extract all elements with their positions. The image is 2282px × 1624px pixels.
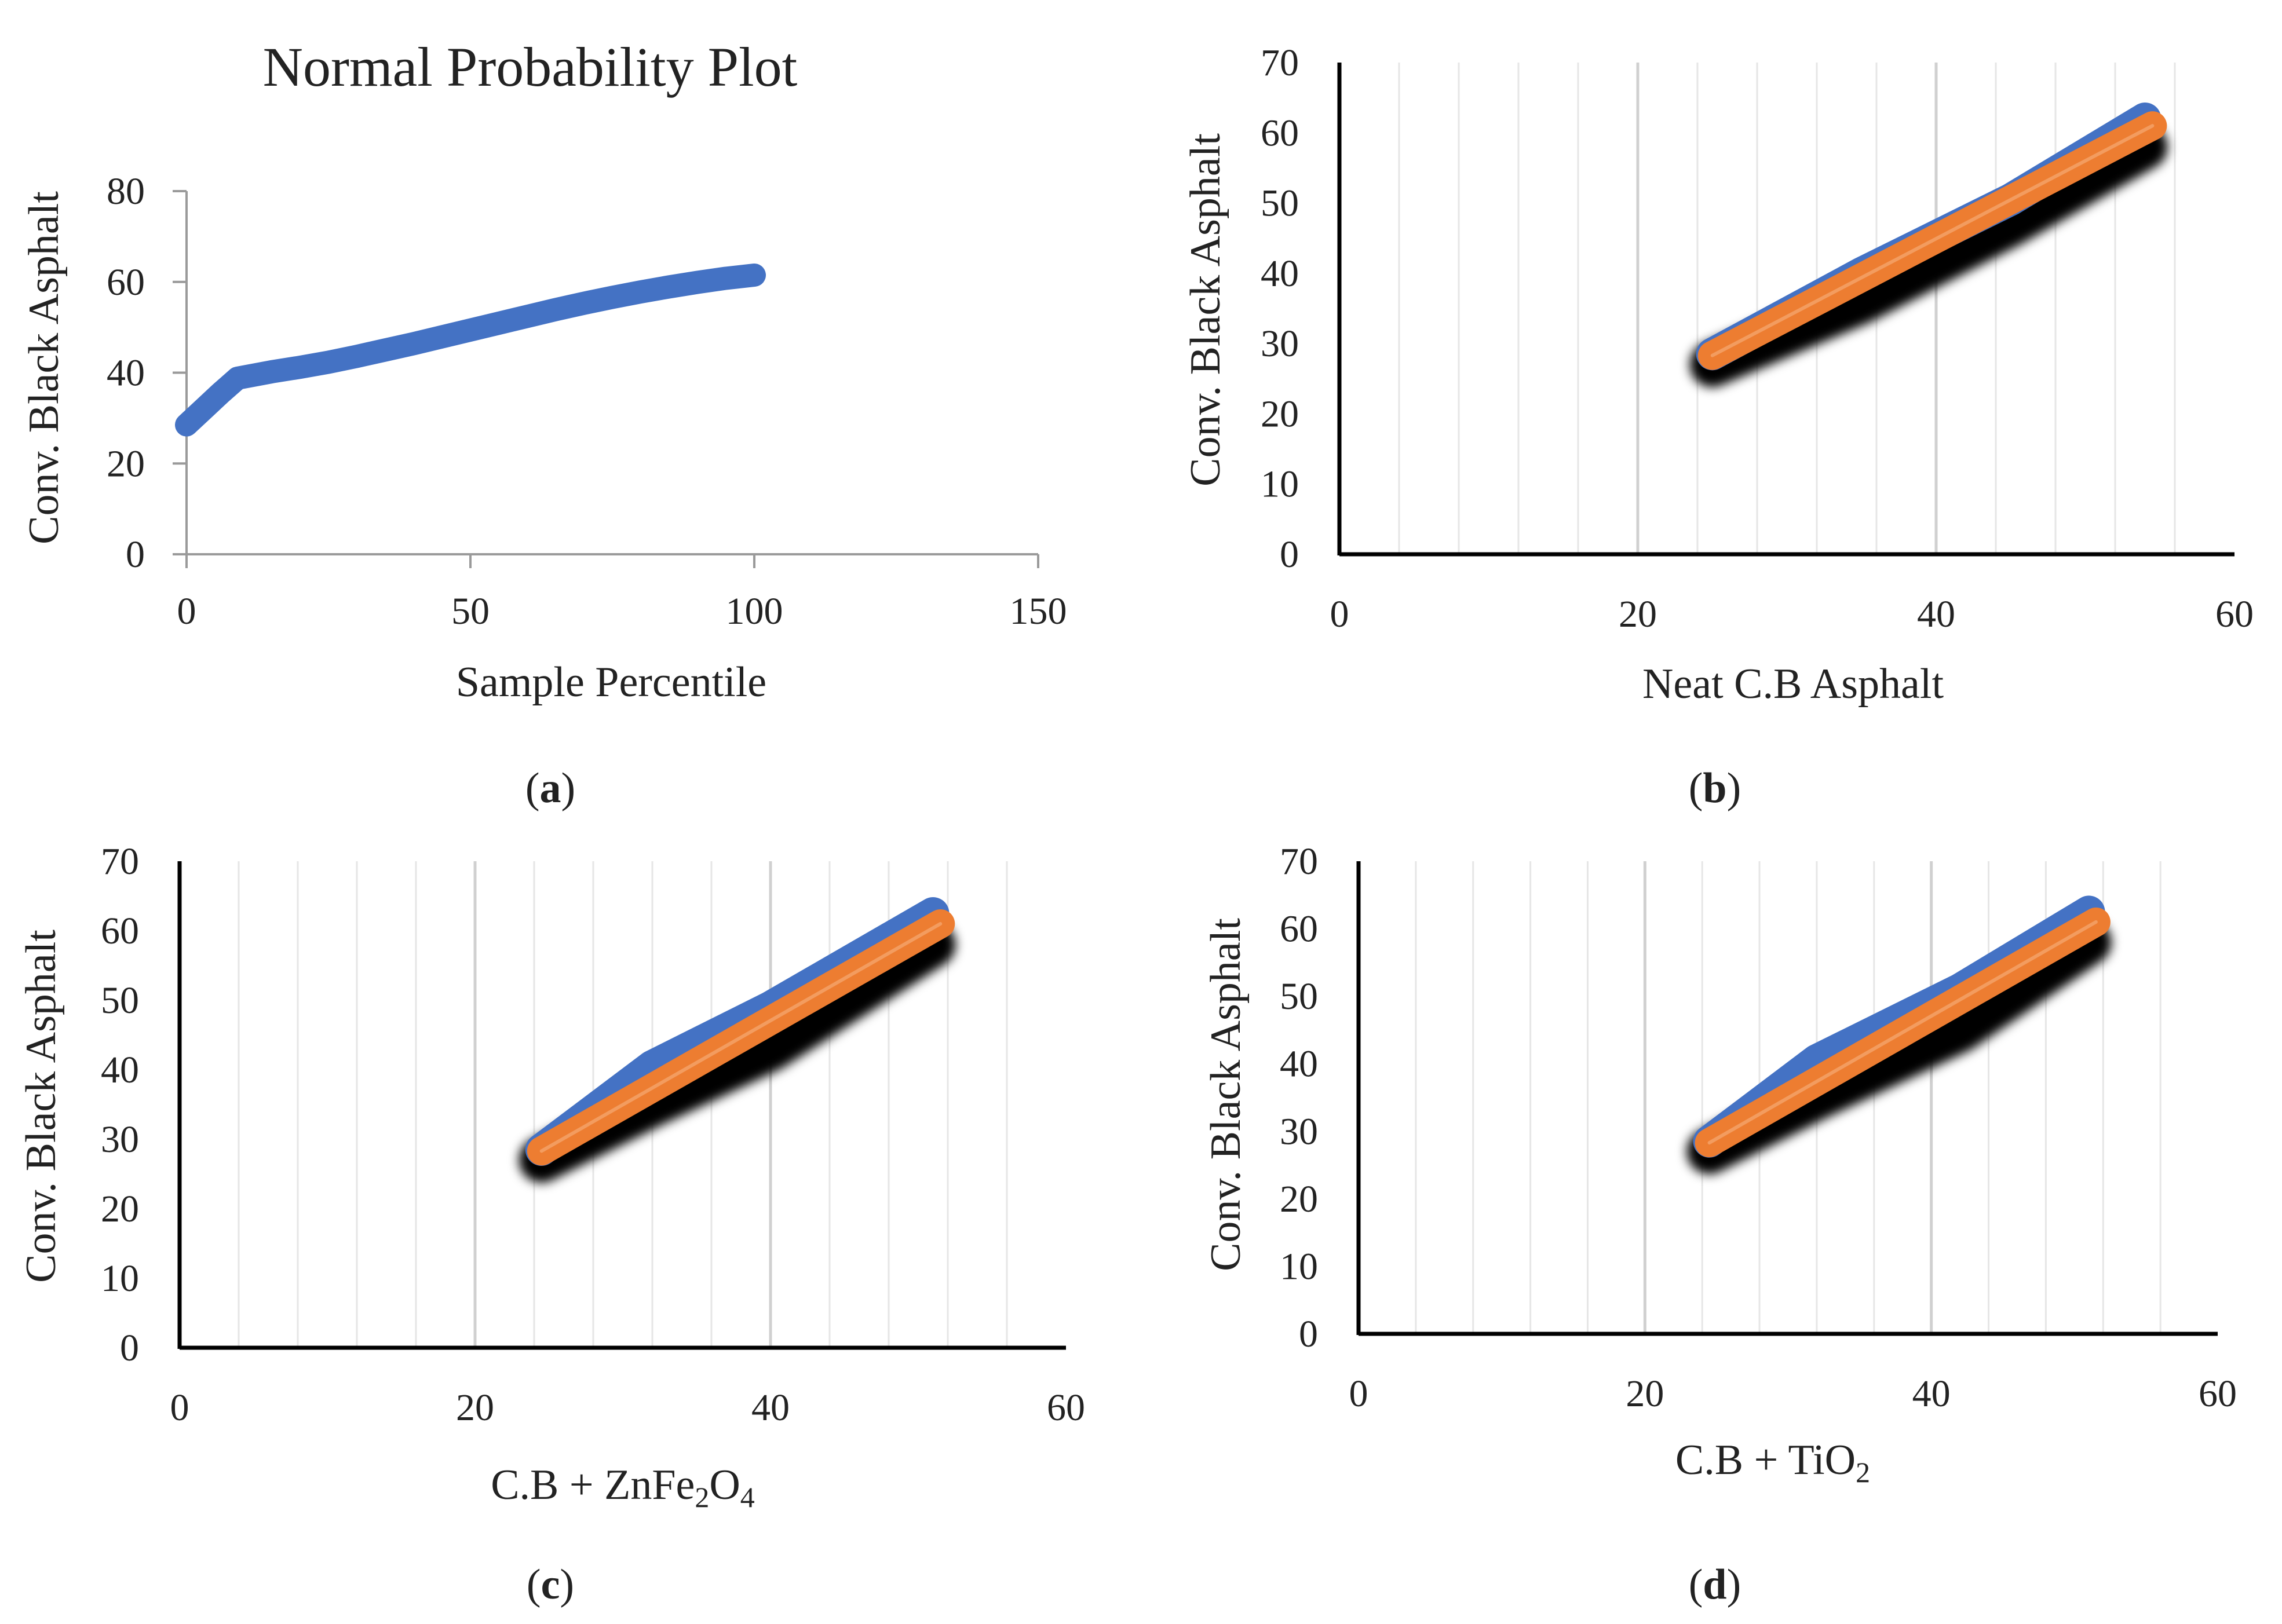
x-tick-label-d-40: 40 — [1912, 1373, 1951, 1415]
y-tick-label-a-40: 40 — [107, 352, 145, 394]
x-tick-label-a-0: 0 — [177, 590, 196, 632]
y-tick-label-b-60: 60 — [1261, 112, 1299, 154]
x-axis-title-c: C.B + ZnFe2O4 — [491, 1461, 755, 1513]
y-tick-label-d-50: 50 — [1280, 975, 1318, 1018]
y-tick-label-b-50: 50 — [1261, 182, 1299, 225]
y-tick-label-b-20: 20 — [1261, 393, 1299, 435]
x-tick-label-d-0: 0 — [1349, 1373, 1368, 1415]
x-tick-label-c-20: 20 — [456, 1387, 494, 1429]
y-tick-label-b-0: 0 — [1280, 533, 1299, 576]
x-axis-title-d-base: C.B + TiO — [1675, 1436, 1856, 1484]
x-axis-title-a: Sample Percentile — [456, 659, 766, 706]
x-axis-title-c-base: C.B + ZnFe — [491, 1461, 695, 1509]
y-axis-title-c: Conv. Black Asphalt — [17, 930, 65, 1283]
plot-a: 0 20 40 60 80 0 50 100 150 — [107, 170, 1067, 632]
y-tick-label-b-30: 30 — [1261, 323, 1299, 365]
y-tick-label-c-0: 0 — [120, 1327, 139, 1369]
x-axis-title-d: C.B + TiO2 — [1675, 1436, 1870, 1488]
fit-line-highlight-c — [539, 922, 943, 1153]
x-axis-title-c-mid: O — [709, 1461, 740, 1509]
y-tick-label-d-60: 60 — [1280, 908, 1318, 950]
panel-label-a: (a) — [525, 765, 575, 812]
y-tick-label-c-50: 50 — [101, 979, 139, 1022]
y-tick-label-c-40: 40 — [101, 1049, 139, 1091]
y-tick-label-a-80: 80 — [107, 170, 145, 213]
x-tick-label-a-100: 100 — [726, 590, 783, 632]
plot-d: 0 10 20 30 40 50 60 70 0 20 40 60 — [1280, 840, 2237, 1415]
x-tick-label-b-40: 40 — [1917, 593, 1955, 635]
x-tick-label-c-0: 0 — [170, 1387, 189, 1429]
panel-c: 0 10 20 30 40 50 60 70 0 20 40 60 C.B + ZnFe2O4 Con… — [17, 840, 1085, 1608]
y-tick-label-a-0: 0 — [126, 533, 145, 576]
y-tick-label-b-70: 70 — [1261, 42, 1299, 84]
chart-title-a: Normal Probability Plot — [263, 36, 798, 98]
y-axis-title-a: Conv. Black Asphalt — [20, 191, 68, 544]
x-tick-label-a-50: 50 — [451, 590, 490, 632]
x-tick-label-c-60: 60 — [1047, 1387, 1085, 1429]
panel-label-c-letter: c — [541, 1561, 560, 1608]
y-tick-label-a-20: 20 — [107, 442, 145, 485]
y-tick-label-c-10: 10 — [101, 1257, 139, 1300]
panel-label-c: (c) — [527, 1561, 574, 1608]
y-tick-label-c-70: 70 — [101, 840, 139, 883]
y-tick-label-c-60: 60 — [101, 910, 139, 952]
x-tick-label-b-20: 20 — [1619, 593, 1657, 635]
x-tick-label-d-20: 20 — [1626, 1373, 1664, 1415]
shadow-band-b — [1689, 124, 2168, 387]
y-tick-label-c-20: 20 — [101, 1188, 139, 1230]
x-axis-title-c-sub1: 2 — [695, 1481, 709, 1513]
fit-line-highlight-d — [1707, 920, 2098, 1145]
x-tick-label-b-60: 60 — [2215, 593, 2254, 635]
panel-label-b-letter: b — [1703, 765, 1726, 812]
y-tick-label-a-60: 60 — [107, 261, 145, 303]
y-tick-label-d-10: 10 — [1280, 1245, 1318, 1288]
x-axis-title-c-sub2: 4 — [740, 1481, 755, 1513]
y-axis-title-b: Conv. Black Asphalt — [1182, 133, 1229, 487]
x-tick-label-a-150: 150 — [1010, 590, 1067, 632]
x-axis-title-d-sub1: 2 — [1856, 1456, 1870, 1488]
y-tick-label-d-70: 70 — [1280, 840, 1318, 883]
y-tick-label-b-10: 10 — [1261, 463, 1299, 506]
panel-label-a-letter: a — [540, 765, 561, 812]
plot-c: 0 10 20 30 40 50 60 70 0 20 40 60 — [101, 840, 1085, 1429]
panel-d: 0 10 20 30 40 50 60 70 0 20 40 60 C.B + TiO2 Conv. … — [1202, 840, 2237, 1608]
y-tick-label-d-0: 0 — [1299, 1313, 1318, 1355]
panel-label-d: (d) — [1689, 1561, 1741, 1608]
y-axis-title-d: Conv. Black Asphalt — [1202, 918, 1250, 1271]
y-tick-label-c-30: 30 — [101, 1118, 139, 1161]
panel-label-b: (b) — [1689, 765, 1741, 812]
y-tick-label-b-40: 40 — [1261, 253, 1299, 295]
plot-b: 0 10 20 30 40 50 60 70 0 20 40 60 — [1261, 42, 2254, 635]
x-tick-label-b-0: 0 — [1330, 593, 1349, 635]
x-axis-title-b: Neat C.B Asphalt — [1642, 660, 1944, 708]
panel-label-d-letter: d — [1703, 1561, 1726, 1608]
x-tick-label-c-40: 40 — [751, 1387, 790, 1429]
y-tick-label-d-20: 20 — [1280, 1178, 1318, 1220]
x-tick-label-d-60: 60 — [2199, 1373, 2237, 1415]
y-tick-label-d-40: 40 — [1280, 1043, 1318, 1085]
series-line-a-0 — [175, 263, 766, 437]
y-tick-label-d-30: 30 — [1280, 1110, 1318, 1153]
panel-a: Normal Probability Plot 0 20 40 60 80 0 50 100 1… — [20, 36, 1067, 812]
fit-line-highlight-b — [1710, 124, 2155, 357]
